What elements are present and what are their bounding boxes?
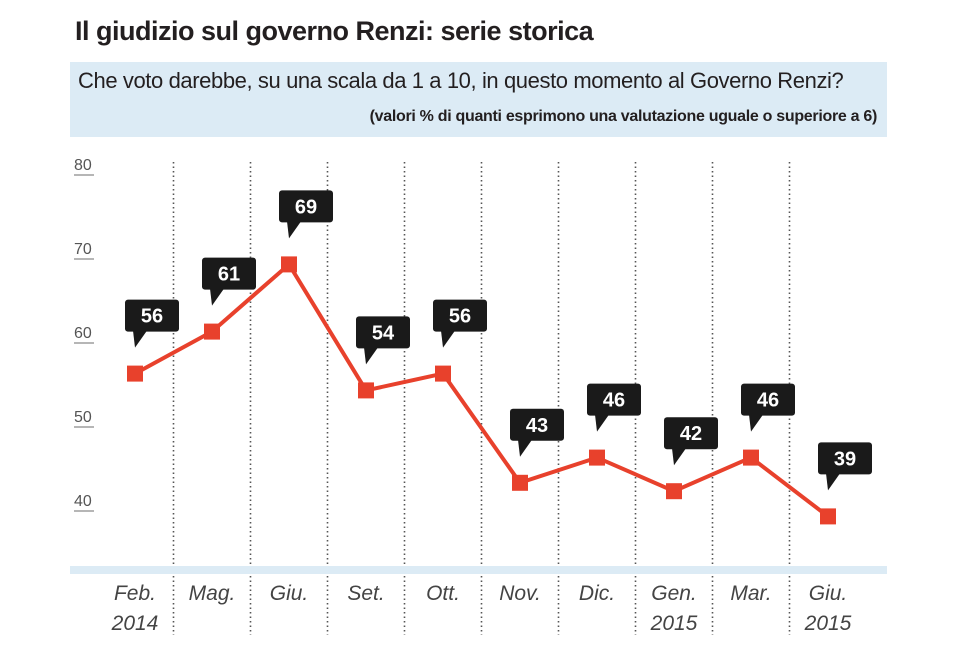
callout-box (664, 417, 718, 450)
data-label: 54 (372, 322, 395, 344)
callout-pointer (826, 473, 840, 491)
callout-box (125, 299, 179, 332)
x-tick-label: Ott. (426, 582, 460, 605)
question-box: Che voto darebbe, su una scala da 1 a 10… (70, 62, 887, 137)
callout-box (433, 299, 487, 332)
x-tick-label: Mar. (730, 582, 771, 605)
x-tick-label: Nov. (499, 582, 541, 605)
data-labels: 56 61 69 54 56 43 46 42 46 39 (125, 190, 872, 491)
data-point-marker (281, 256, 297, 273)
x-tick-label: Giu. (809, 582, 848, 605)
callout-pointer (672, 448, 686, 466)
callout-pointer (518, 439, 532, 457)
x-tick-label: Dic. (579, 582, 615, 605)
data-label: 43 (526, 415, 548, 437)
data-label: 56 (141, 306, 163, 328)
data-label-callout: 46 (741, 383, 795, 432)
data-point-marker (743, 449, 759, 466)
values-note: (valori % di quanti esprimono una valuta… (369, 108, 878, 125)
series-line (134, 261, 830, 518)
callout-box (356, 316, 410, 349)
callout-box (279, 190, 333, 223)
x-tick-label: 2015 (804, 612, 852, 635)
y-tick-label: 70 (74, 241, 92, 258)
data-point-marker (358, 382, 374, 399)
data-label-callout: 42 (664, 417, 718, 466)
data-point-marker (435, 365, 451, 382)
data-label: 39 (834, 448, 856, 470)
callout-pointer (210, 288, 224, 306)
data-label-callout: 69 (279, 190, 333, 239)
data-point-marker (589, 449, 605, 466)
callout-box (741, 383, 795, 416)
x-tick-label: 2014 (111, 612, 159, 635)
x-axis-band (70, 566, 887, 574)
callout-pointer (364, 347, 378, 365)
data-label-callout: 56 (433, 299, 487, 348)
data-label-callout: 46 (587, 383, 641, 432)
data-label-callout: 39 (818, 442, 872, 491)
data-label: 46 (757, 390, 779, 412)
data-label: 56 (449, 306, 471, 328)
y-tick-label: 50 (74, 409, 92, 426)
callout-pointer (133, 330, 147, 348)
y-tick-label: 80 (74, 157, 92, 174)
data-label: 42 (680, 423, 702, 445)
x-tick-label: 2015 (650, 612, 698, 635)
callout-box (202, 257, 256, 290)
x-tick-label: Gen. (651, 582, 697, 605)
y-axis: 40 50 60 70 80 (74, 157, 94, 512)
data-point-marker (204, 323, 220, 340)
callout-box (818, 442, 872, 475)
data-label-callout: 43 (510, 408, 564, 457)
category-separators (172, 162, 791, 635)
survey-question: Che voto darebbe, su una scala da 1 a 10… (78, 68, 844, 93)
data-point-marker (820, 508, 836, 525)
x-tick-label: Mag. (189, 582, 236, 605)
x-axis: Feb. 2014 Mag. Giu. Set. Ott. Nov. Dic. Gen. 2015… (111, 582, 852, 635)
data-point-marker (512, 474, 528, 491)
data-label-callout: 61 (202, 257, 256, 306)
x-tick-label: Feb. (114, 582, 156, 605)
data-label: 61 (218, 264, 240, 286)
data-label-callout: 56 (125, 299, 179, 348)
data-label-callout: 54 (356, 316, 410, 365)
data-point-marker (127, 365, 143, 382)
callout-pointer (287, 221, 301, 239)
callout-pointer (595, 414, 609, 432)
data-label: 69 (295, 196, 317, 218)
data-label: 46 (603, 390, 625, 412)
x-tick-label: Set. (347, 582, 384, 605)
chart-title: Il giudizio sul governo Renzi: serie sto… (75, 16, 594, 46)
data-markers (127, 256, 836, 525)
y-tick-label: 60 (74, 325, 92, 342)
callout-box (510, 408, 564, 441)
callout-pointer (749, 414, 763, 432)
callout-box (587, 383, 641, 416)
x-tick-label: Giu. (270, 582, 309, 605)
data-point-marker (666, 483, 682, 500)
callout-pointer (441, 330, 455, 348)
y-tick-label: 40 (74, 493, 92, 510)
